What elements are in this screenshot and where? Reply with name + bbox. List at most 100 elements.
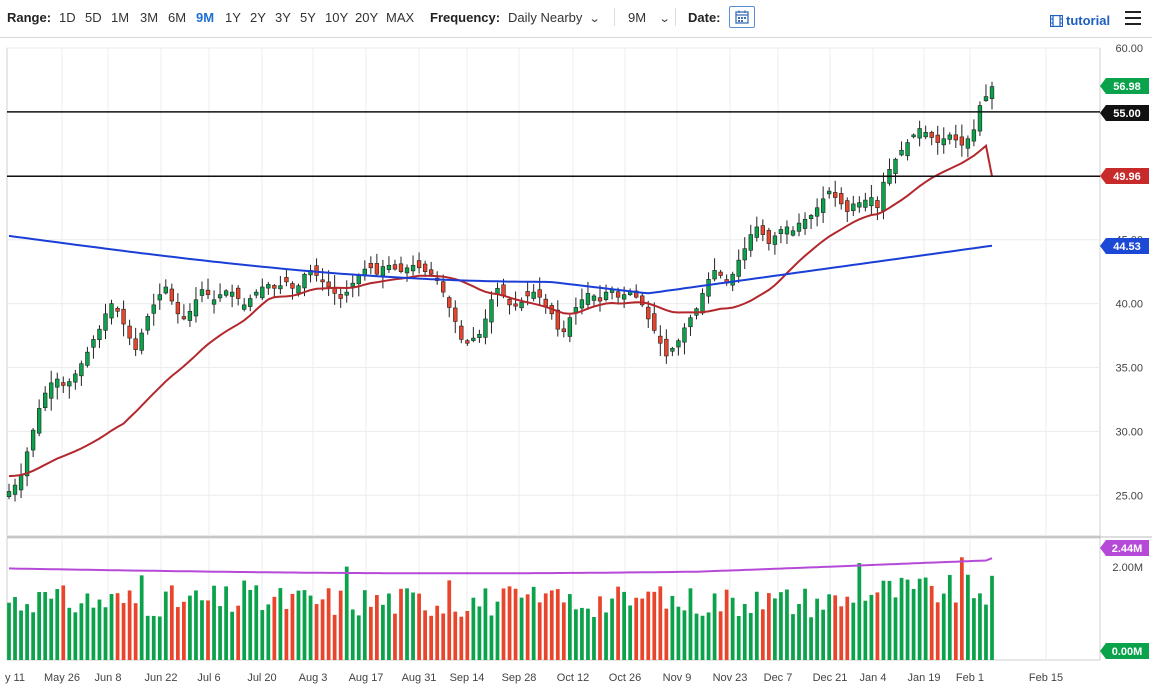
volume-bar	[175, 607, 180, 660]
moving-average-fast-line	[8, 143, 993, 478]
candle-body	[30, 429, 36, 451]
candle-body	[784, 226, 790, 235]
volume-bar	[839, 606, 844, 660]
range-button-1y[interactable]: 1Y	[225, 10, 241, 25]
tutorial-link[interactable]: tutorial	[1049, 13, 1110, 28]
candle-body	[585, 293, 591, 305]
volume-bar	[712, 593, 717, 660]
volume-bar	[350, 609, 355, 660]
candle-body	[682, 327, 687, 343]
volume-bar	[730, 597, 735, 660]
volume-bar	[513, 588, 518, 660]
volume-bar	[169, 585, 174, 660]
period-value: 9M	[628, 10, 647, 25]
volume-bar	[736, 615, 741, 660]
volume-bar	[507, 586, 512, 660]
candle-body	[766, 230, 772, 244]
volume-bar	[344, 566, 349, 660]
volume-bar	[616, 586, 620, 660]
range-button-3m[interactable]: 3M	[140, 10, 159, 25]
volume-bar	[91, 607, 96, 660]
candle-body	[621, 294, 627, 300]
candle-body	[453, 307, 458, 322]
volume-average-line	[8, 557, 993, 575]
candle-body	[416, 260, 422, 269]
volume-bar	[399, 588, 403, 660]
candle-body	[278, 285, 283, 290]
volume-bar	[230, 611, 235, 660]
candle-body	[537, 289, 542, 298]
volume-bar	[61, 585, 66, 660]
candle-body	[911, 134, 916, 138]
volume-bar	[953, 602, 958, 660]
volume-bar	[296, 590, 301, 660]
candle-body	[392, 264, 398, 270]
range-button-1d[interactable]: 1D	[59, 10, 76, 25]
range-button-9m[interactable]: 9M	[196, 10, 215, 25]
candle-body	[561, 328, 566, 333]
range-button-10y[interactable]: 10Y	[325, 10, 349, 25]
range-button-20y[interactable]: 20Y	[355, 10, 379, 25]
volume-bar	[260, 610, 265, 660]
price-label-text: 55.00	[1113, 108, 1141, 120]
volume-bar	[31, 612, 35, 660]
candle-body	[24, 451, 30, 477]
x-tick-label: Dec 7	[764, 672, 793, 684]
price-chart[interactable]: 60.0055.0050.0045.0040.0035.0030.0025.00…	[0, 38, 1152, 695]
volume-bar	[441, 613, 446, 660]
range-button-3y[interactable]: 3Y	[275, 10, 291, 25]
volume-bar	[121, 603, 126, 660]
candle-body	[730, 273, 735, 286]
range-button-1m[interactable]: 1M	[111, 10, 130, 25]
volume-bar	[519, 597, 524, 660]
range-button-5d[interactable]: 5D	[85, 10, 102, 25]
volume-bar	[887, 580, 892, 660]
volume-bar	[803, 588, 807, 660]
period-dropdown[interactable]: 9M ⌄	[628, 10, 671, 27]
volume-bar	[911, 588, 916, 660]
x-tick-label: Nov 23	[713, 672, 748, 684]
candle-body	[935, 134, 940, 143]
volume-bar	[893, 597, 898, 660]
candle-body	[790, 230, 796, 236]
candle-body	[205, 289, 211, 295]
volume-bar	[278, 588, 283, 660]
candle-body	[941, 138, 946, 146]
volume-bar	[411, 592, 415, 660]
calendar-button[interactable]	[729, 6, 755, 28]
candle-body	[899, 149, 904, 156]
candle-body	[929, 132, 934, 138]
price-tick-label: 60.00	[1115, 43, 1143, 55]
hamburger-menu-icon[interactable]	[1125, 11, 1141, 25]
range-button-2y[interactable]: 2Y	[250, 10, 266, 25]
x-tick-label: Aug 31	[402, 672, 437, 684]
x-tick-label: Jan 19	[907, 672, 940, 684]
volume-bar	[368, 606, 373, 660]
candle-body	[875, 200, 880, 209]
range-button-6m[interactable]: 6M	[168, 10, 187, 25]
candle-body	[326, 281, 331, 288]
volume-bar	[320, 599, 325, 660]
volume-bar	[875, 592, 880, 660]
volume-bar	[302, 590, 307, 660]
film-icon	[1049, 14, 1064, 28]
candle-body	[362, 268, 367, 276]
volume-bar	[537, 602, 542, 660]
candle-body	[139, 332, 144, 351]
candle-body	[49, 382, 54, 399]
candle-body	[109, 303, 114, 319]
candle-body	[398, 263, 404, 272]
date-label: Date:	[688, 10, 721, 25]
candle-body	[820, 198, 826, 213]
frequency-dropdown[interactable]: Daily Nearby ⌄	[508, 10, 601, 27]
volume-bar	[459, 616, 464, 660]
range-button-max[interactable]: MAX	[386, 10, 415, 25]
volume-bar	[43, 592, 48, 660]
range-button-5y[interactable]: 5Y	[300, 10, 316, 25]
volume-bar	[531, 586, 536, 660]
volume-bar	[495, 601, 500, 660]
candle-body	[808, 215, 814, 219]
candle-body	[983, 96, 989, 101]
candle-body	[869, 197, 874, 207]
price-label-tag: 49.96	[1100, 168, 1149, 184]
